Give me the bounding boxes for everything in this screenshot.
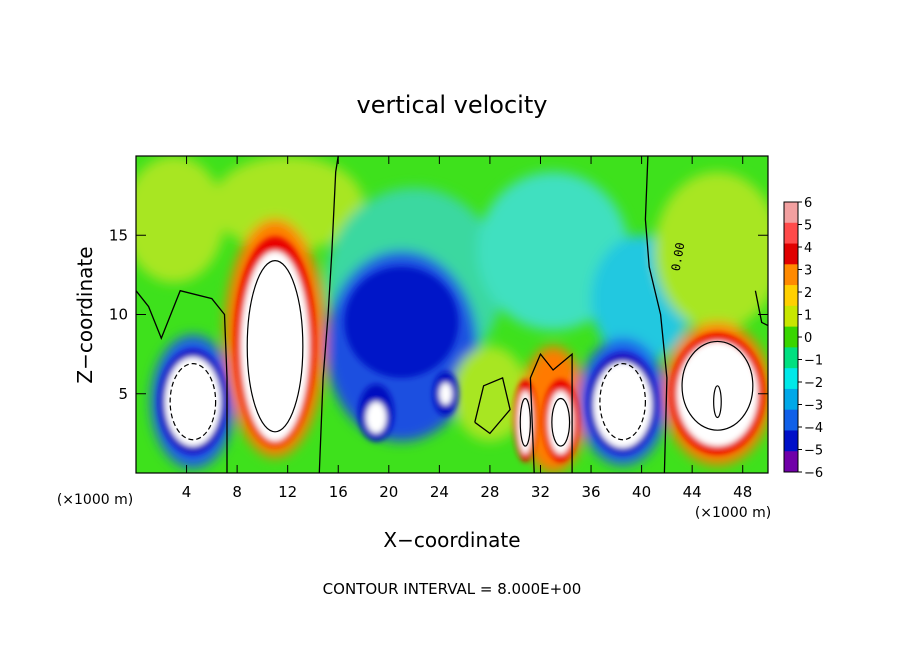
colorbar-swatch xyxy=(784,409,798,431)
chart-title: vertical velocity xyxy=(357,91,548,119)
updraft-tall-core xyxy=(240,251,310,442)
contour-updraft-right-inner xyxy=(713,385,722,419)
bg-yellow-right xyxy=(654,171,768,331)
x-tick-label: 20 xyxy=(379,483,398,501)
x-tick-label: 40 xyxy=(632,483,651,501)
downdraft-small-a-core xyxy=(366,401,387,434)
colorbar-swatch xyxy=(784,451,798,473)
x-tick-label: 8 xyxy=(232,483,242,501)
y-tick-label: 5 xyxy=(118,385,128,403)
colorbar-swatch xyxy=(784,347,798,369)
contour-downdraft-right xyxy=(599,363,646,441)
colorbar-swatch xyxy=(784,326,798,348)
colorbar-tick-label: −3 xyxy=(804,399,823,414)
y-axis-label: Z−coordinate xyxy=(73,246,97,383)
colorbar-tick-label: −5 xyxy=(804,444,823,459)
x-tick-label: 44 xyxy=(683,483,702,501)
colorbar-tick-label: 6 xyxy=(804,196,812,211)
downdraft-central-core xyxy=(344,266,459,378)
bg-cyan-mid xyxy=(477,171,629,331)
contour-lines: 0.00 xyxy=(136,156,768,473)
colorbar-swatch xyxy=(784,243,798,265)
y-axis-ticks: 5 10 15 xyxy=(109,226,768,403)
x-axis-label: X−coordinate xyxy=(383,528,520,552)
colorbar-swatch xyxy=(784,368,798,390)
colorbar-tick-label: 3 xyxy=(804,264,812,279)
contour-updraft-tall xyxy=(246,260,304,433)
contour-zero-twin xyxy=(529,352,573,473)
colorbar-tick-label: 1 xyxy=(804,309,812,324)
contour-zero-left xyxy=(136,289,228,473)
colorbar-swatch xyxy=(784,222,798,245)
contour-updraft-twin-b xyxy=(551,397,571,447)
x-tick-label: 36 xyxy=(581,483,600,501)
colorbar-tick-label: −4 xyxy=(804,421,823,436)
colorbar-swatch xyxy=(784,305,798,328)
colorbar-swatch xyxy=(784,285,798,307)
x-tick-label: 12 xyxy=(278,483,297,501)
downdraft-right-core xyxy=(593,362,652,448)
x-tick-label: 48 xyxy=(733,483,752,501)
colorbar-swatch xyxy=(784,202,798,224)
colorbar-swatch xyxy=(784,430,798,452)
colorbar-tick-label: 0 xyxy=(804,331,812,346)
contour-downdraft-left xyxy=(169,363,217,441)
x-tick-label: 24 xyxy=(430,483,449,501)
x-tick-label: 28 xyxy=(480,483,499,501)
colorbar-swatch xyxy=(784,264,798,286)
colorbar-tick-label: −6 xyxy=(804,466,823,481)
colorbar-tick-label: −2 xyxy=(804,376,823,391)
y-tick-label: 15 xyxy=(109,226,128,244)
colorbar-tick-label: 5 xyxy=(804,219,812,234)
x-axis-ticks: 4 8 12 16 20 24 28 32 36 40 44 48 xyxy=(182,156,752,501)
updraft-right-core xyxy=(676,341,758,447)
contour-zero-right-edge xyxy=(754,290,768,327)
bg-yellow-top xyxy=(211,156,364,252)
contour-zero-weak xyxy=(474,377,511,435)
downdraft-small-b-core xyxy=(439,382,452,405)
colorbar-tick-label: −1 xyxy=(804,354,823,369)
x-unit-left: (×1000 m) xyxy=(57,492,133,508)
bg-yellow-left xyxy=(136,156,225,283)
x-tick-label: 4 xyxy=(182,483,192,501)
colorbar-tick-label: 4 xyxy=(804,241,812,256)
contour-updraft-twin-a xyxy=(519,397,531,447)
heatmap-field xyxy=(136,156,768,473)
contour-zero-central-right xyxy=(644,156,668,473)
contour-updraft-right xyxy=(681,340,754,431)
contour-interval-note: CONTOUR INTERVAL = 8.000E+00 xyxy=(323,580,582,598)
y-tick-label: 10 xyxy=(109,306,128,324)
updraft-weak xyxy=(452,346,528,442)
x-tick-label: 32 xyxy=(531,483,550,501)
downdraft-left-core xyxy=(165,357,221,447)
contour-label: 0.00 xyxy=(669,241,688,272)
colorbar-swatch xyxy=(784,388,798,411)
x-unit-right: (×1000 m) xyxy=(695,505,771,521)
colorbar-tick-label: 2 xyxy=(804,286,812,301)
colorbar: 6 5 4 3 2 1 0 −1 −2 −3 −4 −5 −6 xyxy=(783,196,823,481)
x-tick-label: 16 xyxy=(329,483,348,501)
contour-zero-central-left xyxy=(318,156,339,473)
